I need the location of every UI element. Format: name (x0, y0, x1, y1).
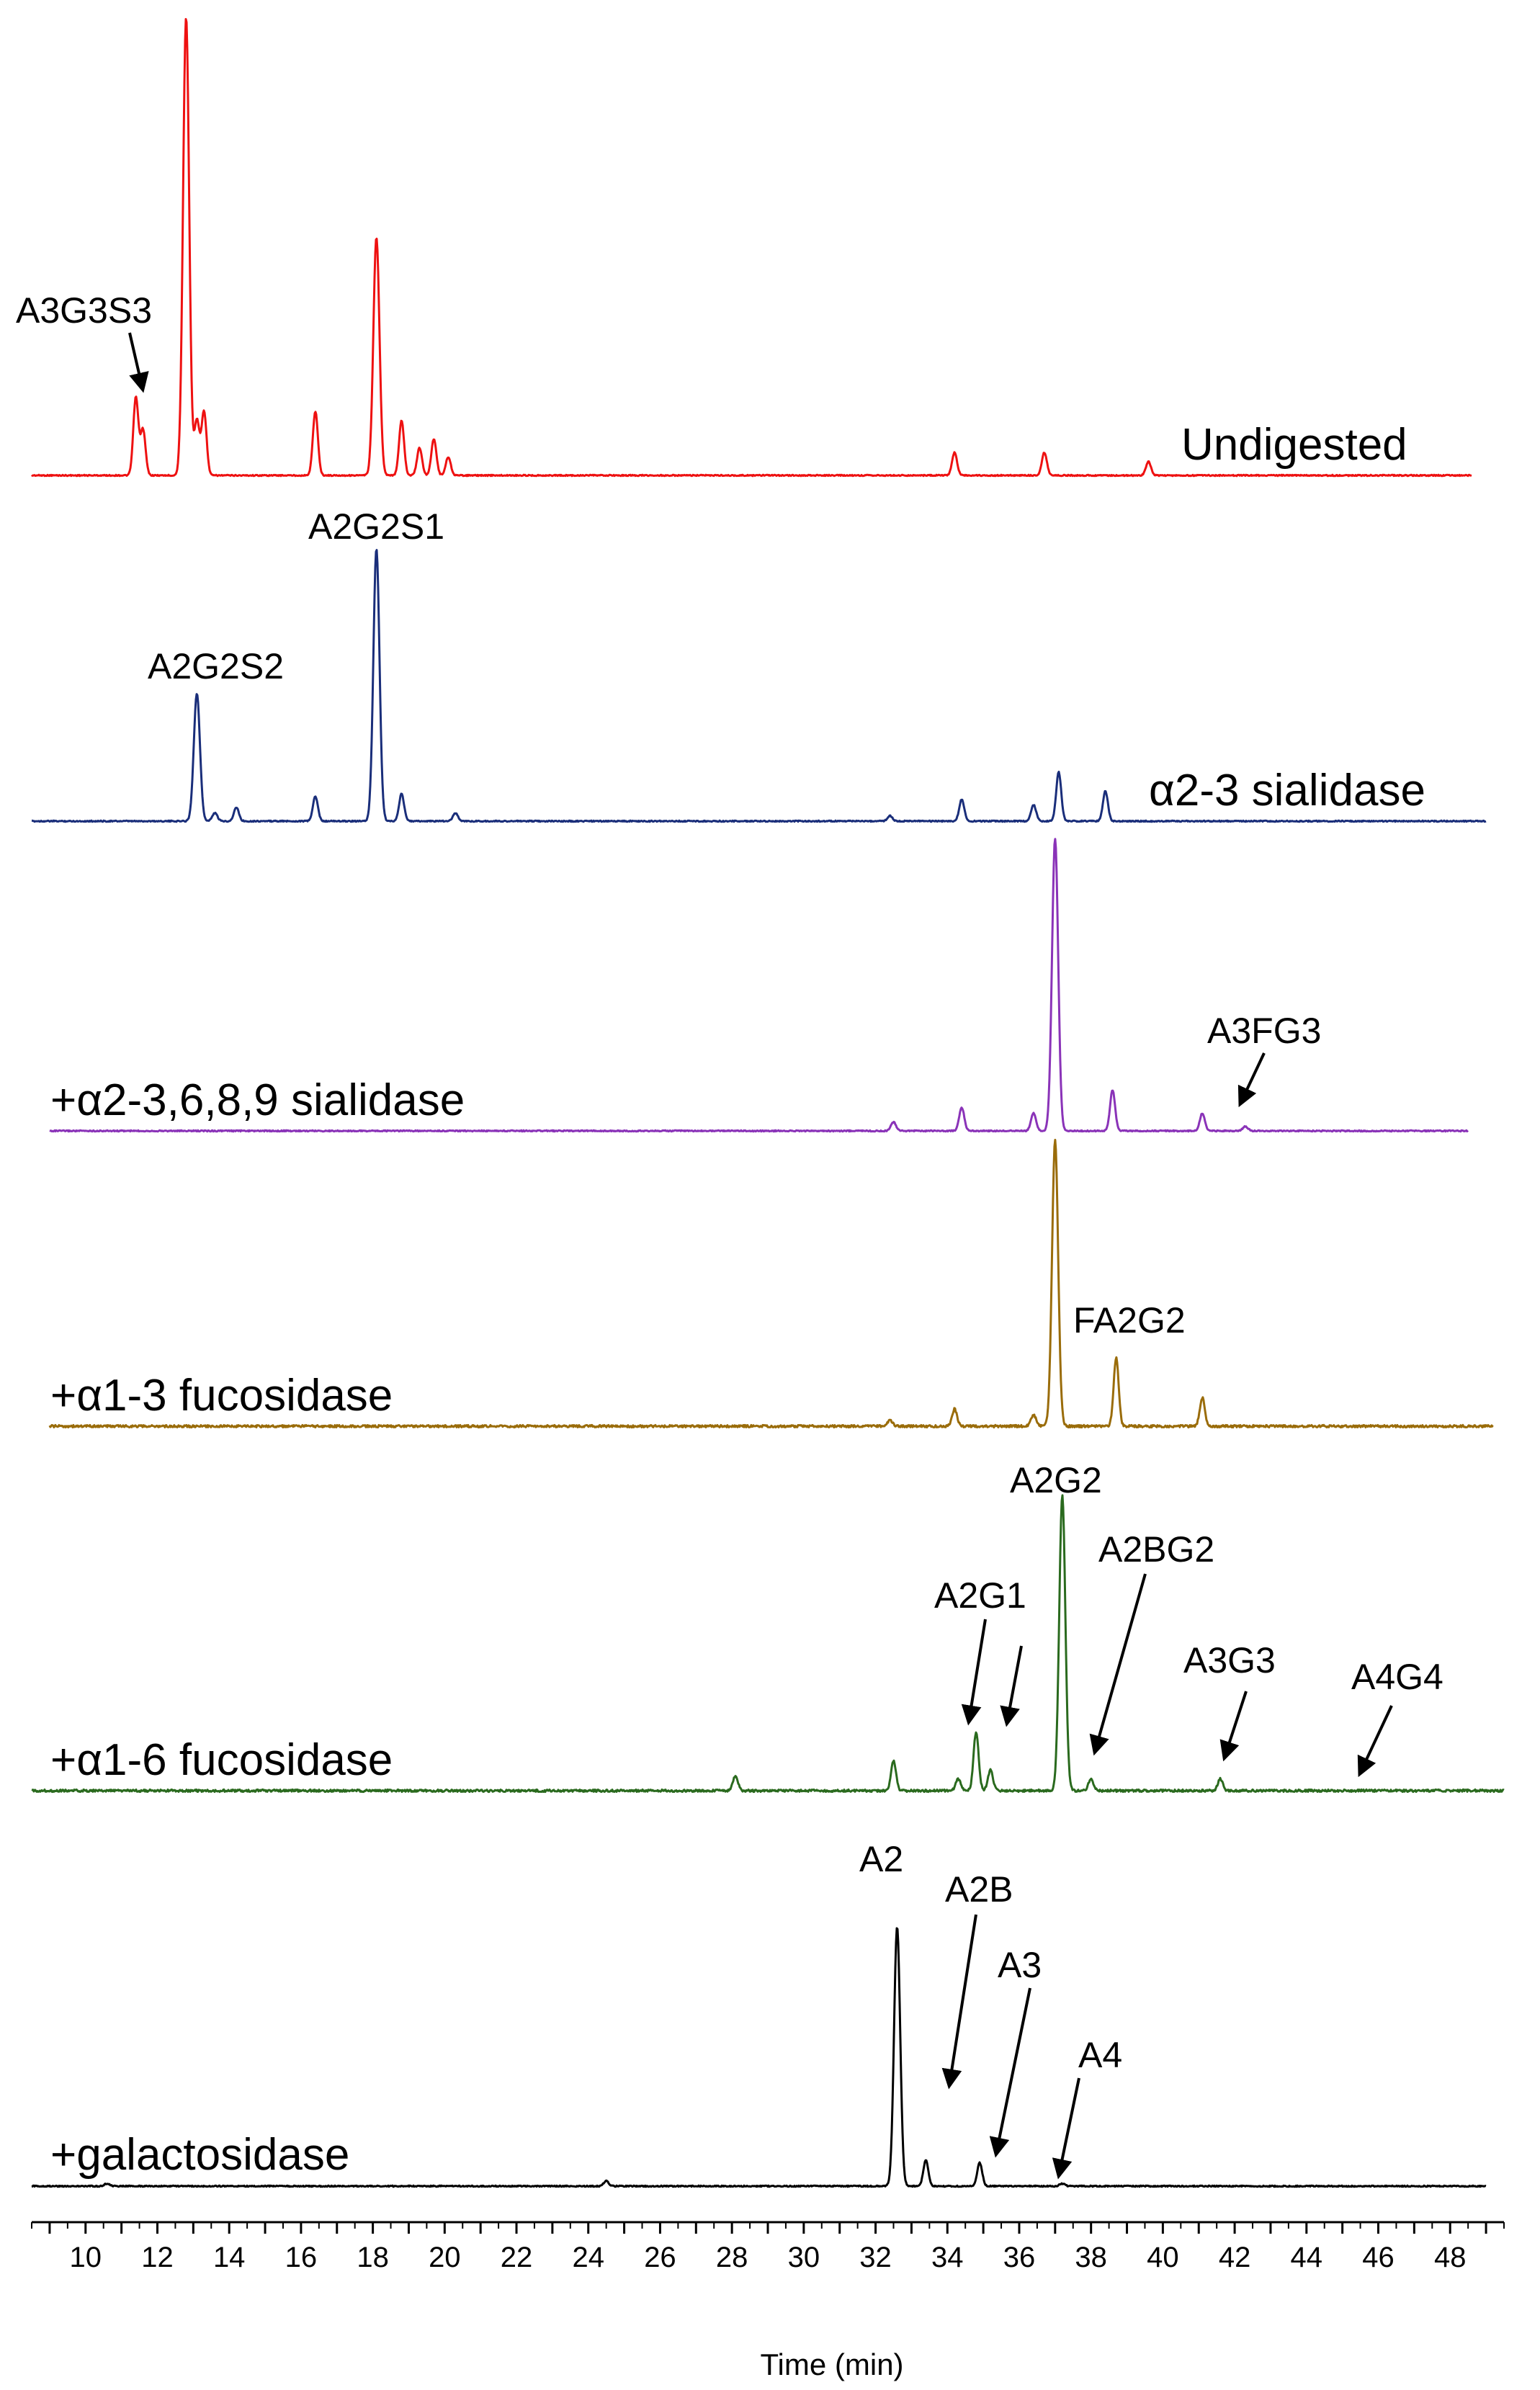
peak-label-4-2: A2BG2 (1098, 1529, 1214, 1570)
peak-label-4-0: A2G1 (934, 1575, 1026, 1616)
x-tick-label-10: 10 (70, 2242, 102, 2273)
trace-label-5: +galactosidase (50, 2130, 349, 2180)
x-tick-label-20: 20 (429, 2242, 461, 2273)
trace-line-4 (31, 1494, 1505, 1794)
x-tick-label-42: 42 (1219, 2242, 1251, 2273)
peak-label-4-1: A2G2 (1010, 1460, 1102, 1500)
peak-label-5-3: A4 (1078, 2035, 1122, 2075)
x-axis-ticks: 10 12 14 16 18 20 22 24 26 28 30 32 34 36 38 40 42 44 46 48 (31, 2222, 1505, 2273)
trace-label-1: α2-3 sialidase (1149, 766, 1425, 815)
peak-arrow-2-0 (1237, 1052, 1266, 1108)
x-tick-label-46: 46 (1362, 2242, 1394, 2273)
x-axis-title: Time (min) (760, 2348, 903, 2381)
x-tick-label-44: 44 (1291, 2242, 1323, 2273)
peak-label-2-0: A3FG3 (1207, 1011, 1321, 1051)
x-tick-label-34: 34 (931, 2242, 964, 2273)
peak-arrow-4-0 (961, 1619, 987, 1726)
trace-label-3: +α1-3 fucosidase (50, 1371, 393, 1420)
trace-line-3 (48, 1139, 1494, 1429)
peak-label-4-3: A3G3 (1183, 1640, 1276, 1680)
x-axis: 10 12 14 16 18 20 22 24 26 28 30 32 34 36 38 40 42 44 46 48… (31, 2221, 1505, 2381)
x-tick-label-28: 28 (716, 2242, 748, 2273)
peak-arrow-4-3 (1219, 1691, 1248, 1762)
peak-label-5-2: A3 (998, 1945, 1042, 1985)
trace-label-2: +α2-3,6,8,9 sialidase (50, 1075, 465, 1125)
peak-arrow-5-1 (941, 1914, 977, 2090)
trace-line-1 (31, 549, 1487, 823)
x-tick-label-12: 12 (141, 2242, 174, 2273)
peak-arrow-4-4 (1357, 1705, 1393, 1778)
x-tick-label-22: 22 (501, 2242, 533, 2273)
peak-arrow-4-0b (1000, 1645, 1023, 1727)
peak-arrow-4-2 (1089, 1573, 1147, 1756)
peak-label-5-1: A2B (945, 1869, 1013, 1910)
trace-line-0 (30, 18, 1472, 478)
peak-label-5-0: A2 (859, 1839, 903, 1879)
peak-arrow-5-3 (1052, 2077, 1080, 2180)
traces-group: Undigested α2-3 sialidase +α2-3,6,8,9 sial… (30, 18, 1505, 2188)
peak-label-4-4: A4G4 (1351, 1657, 1443, 1697)
peak-arrow-0-0 (128, 332, 149, 393)
peak-label-0-0: A3G3S3 (16, 290, 152, 331)
x-tick-label-40: 40 (1147, 2242, 1179, 2273)
trace-label-0: Undigested (1181, 420, 1407, 470)
x-tick-label-38: 38 (1075, 2242, 1107, 2273)
x-tick-label-16: 16 (285, 2242, 318, 2273)
peak-label-1-0: A2G2S2 (148, 646, 284, 686)
x-tick-label-14: 14 (213, 2242, 246, 2273)
x-tick-label-30: 30 (788, 2242, 820, 2273)
x-tick-label-26: 26 (644, 2242, 676, 2273)
x-tick-label-36: 36 (1003, 2242, 1036, 2273)
peak-label-1-1: A2G2S1 (308, 506, 444, 547)
x-tick-label-18: 18 (357, 2242, 389, 2273)
trace-label-4: +α1-6 fucosidase (50, 1735, 393, 1785)
x-tick-label-32: 32 (859, 2242, 892, 2273)
trace-line-2 (49, 838, 1469, 1133)
peak-label-3-0: FA2G2 (1073, 1300, 1186, 1341)
annotations-group: A3G3S3 A2G2S2 A2G2S1 A3FG3 FA2G2 A2G1 A2G2 A2BG… (16, 290, 1443, 2180)
peak-arrow-5-2 (989, 1987, 1031, 2158)
x-tick-label-24: 24 (572, 2242, 604, 2273)
trace-line-5 (31, 1927, 1487, 2188)
x-tick-label-48: 48 (1434, 2242, 1467, 2273)
